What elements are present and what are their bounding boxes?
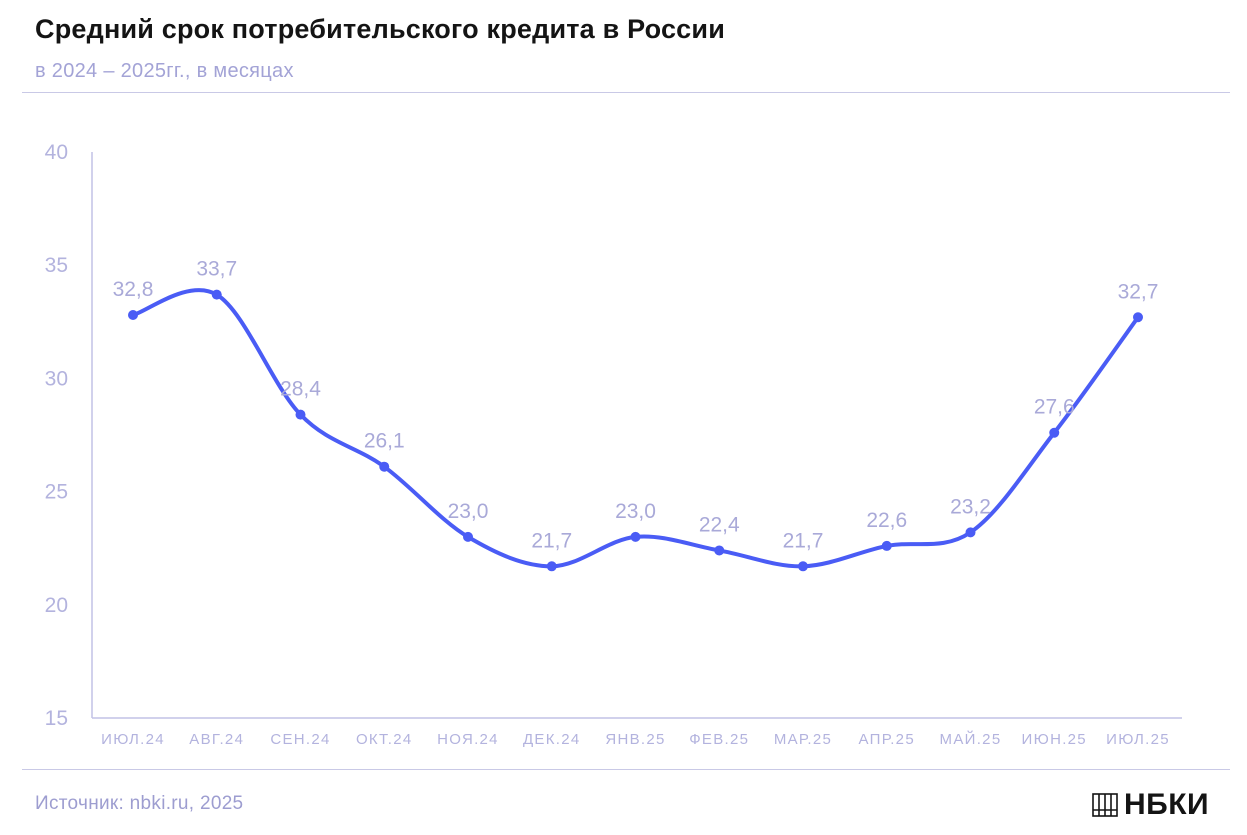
data-point (211, 289, 222, 300)
data-point (881, 540, 892, 551)
data-label: 32,7 (1118, 280, 1159, 303)
series-line (131, 288, 1140, 569)
x-tick-label: НОЯ.24 (437, 731, 499, 748)
x-tick-label: АВГ.24 (189, 731, 244, 748)
data-label: 21,7 (783, 529, 824, 552)
x-tick-label: АПР.25 (859, 731, 915, 748)
source-note: Источник: nbki.ru, 2025 (35, 793, 244, 814)
data-label: 23,0 (615, 500, 656, 523)
data-label: 27,6 (1034, 396, 1075, 419)
y-tick-label: 15 (45, 707, 68, 730)
y-tick-label: 20 (45, 594, 68, 617)
x-tick-label: МАР.25 (774, 731, 832, 748)
chart-title: Средний срок потребительского кредита в … (35, 14, 725, 44)
x-tick-label: ИЮН.25 (1022, 731, 1087, 748)
nbki-logo: НБКИ (1092, 788, 1209, 822)
x-tick-label: СЕН.24 (270, 731, 330, 748)
data-label: 32,8 (113, 278, 154, 301)
chart-subtitle: в 2024 – 2025гг., в месяцах (35, 60, 294, 82)
x-tick-label: ДЕК.24 (523, 731, 581, 748)
x-tick-label: МАЙ.25 (940, 730, 1002, 748)
y-tick-label: 25 (45, 481, 68, 504)
data-point (1049, 427, 1060, 438)
x-tick-label: ИЮЛ.24 (101, 731, 165, 748)
nbki-logo-text: НБКИ (1124, 788, 1210, 821)
data-point (546, 561, 557, 572)
bottom-divider (22, 769, 1230, 770)
x-tick-label: ИЮЛ.25 (1106, 731, 1170, 748)
x-tick-label: ОКТ.24 (356, 731, 413, 748)
data-label: 21,7 (531, 529, 572, 552)
data-label: 28,4 (280, 378, 321, 401)
data-point (798, 561, 808, 572)
data-label: 22,4 (699, 513, 740, 536)
data-point (295, 409, 306, 420)
data-label: 23,2 (950, 495, 991, 518)
data-point (463, 531, 473, 542)
y-tick-label: 35 (45, 254, 68, 277)
data-point (379, 461, 390, 472)
data-point (714, 545, 725, 556)
data-point (128, 310, 138, 321)
x-tick-label: ФЕВ.25 (689, 731, 749, 748)
data-label: 22,6 (866, 509, 907, 532)
nbki-logo-icon (1092, 793, 1118, 817)
data-label: 23,0 (448, 500, 489, 523)
y-tick-label: 40 (45, 141, 68, 164)
data-label: 26,1 (364, 430, 405, 453)
data-point (1133, 312, 1143, 323)
y-tick-label: 30 (45, 367, 68, 390)
data-point (965, 527, 976, 538)
data-point (630, 531, 641, 542)
data-label: 33,7 (196, 258, 237, 281)
x-tick-label: ЯНВ.25 (605, 731, 665, 748)
top-divider (22, 92, 1230, 93)
